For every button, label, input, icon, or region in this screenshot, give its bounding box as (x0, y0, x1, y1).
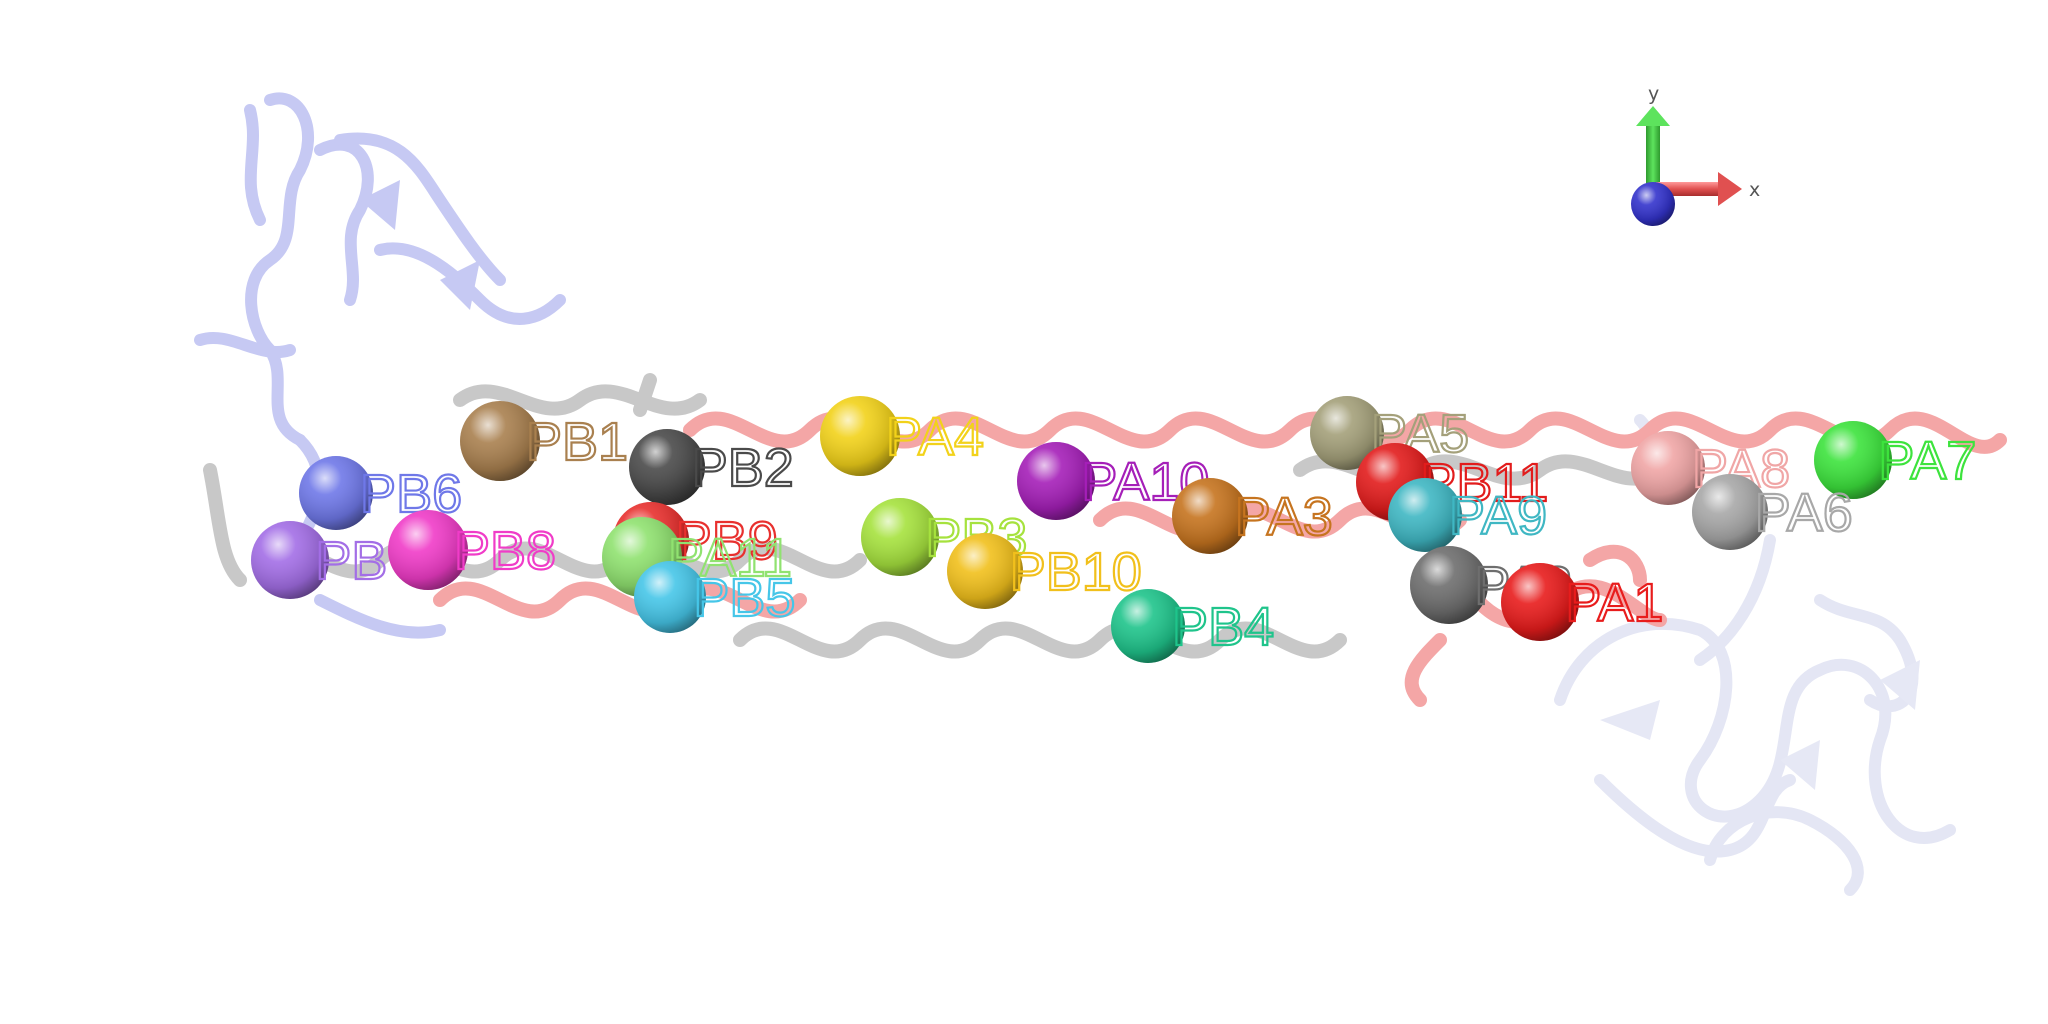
sphere-pb3-shading (861, 498, 939, 576)
sphere-pb9-label: PB9 (676, 511, 778, 571)
sphere-pa8-shading (1631, 431, 1705, 505)
sphere-pb1-label: PB1 (526, 412, 628, 472)
sphere-pb: PB (251, 521, 388, 599)
sphere-pb6-shading (299, 456, 373, 530)
gray-helices (203, 373, 1667, 659)
sphere-pa6-shading (1692, 474, 1768, 550)
sphere-pb2-shading (629, 429, 705, 505)
sphere-pb-shading (251, 521, 329, 599)
sphere-pa9-label: PA9 (1449, 486, 1547, 546)
sphere-pb10-label: PB10 (1010, 542, 1142, 602)
sphere-pb10: PB10 (947, 533, 1143, 609)
sphere-pb4-shading (1111, 589, 1185, 663)
orientation-axes: y x (1631, 83, 1760, 226)
sphere-pa2-shading (1410, 546, 1488, 624)
x-axis-label: x (1749, 179, 1760, 201)
sphere-pa1: PA1 (1501, 563, 1665, 641)
sphere-pa10-shading (1017, 442, 1095, 520)
sphere-pb2-label: PB2 (692, 438, 794, 498)
sphere-pb10-shading (947, 533, 1023, 609)
sphere-pa4-label: PA4 (886, 407, 984, 467)
x-axis-arrow (1656, 172, 1742, 206)
sphere-pb1: PB1 (460, 401, 629, 481)
z-axis-sphere (1631, 182, 1675, 226)
sphere-pb1-shading (460, 401, 540, 481)
sphere-pb4: PB4 (1111, 589, 1275, 663)
sphere-pb4-label: PB4 (1172, 597, 1274, 657)
sphere-pa9-shading (1388, 478, 1462, 552)
sphere-pa6: PA6 (1692, 474, 1854, 550)
sphere-pb5-label: PB5 (693, 568, 795, 628)
blue-beta-arrows (360, 180, 480, 310)
sphere-pb2: PB2 (629, 429, 795, 505)
sphere-pb-label: PB (315, 531, 387, 591)
sphere-pa9: PA9 (1388, 478, 1548, 552)
sphere-pa3: PA3 (1172, 478, 1334, 554)
sphere-pa7: PA7 (1814, 421, 1978, 499)
sphere-pb5: PB5 (634, 561, 797, 633)
protein-ribbons (194, 92, 2007, 896)
sphere-pa3-shading (1172, 478, 1248, 554)
sphere-pa7-shading (1814, 421, 1892, 499)
sphere-pa1-shading (1501, 563, 1579, 641)
blue-beta-domain (194, 92, 566, 639)
y-axis-label: y (1648, 83, 1659, 105)
sphere-pb5-shading (634, 561, 706, 633)
sphere-pa7-label: PA7 (1878, 431, 1976, 491)
sphere-pb8-label: PB8 (454, 521, 556, 581)
sphere-pb6: PB6 (299, 456, 463, 530)
pale-beta-arrows (1600, 660, 1920, 790)
sphere-pa1-label: PA1 (1565, 573, 1663, 633)
sphere-pb8: PB8 (388, 510, 557, 590)
sphere-pa3-label: PA3 (1235, 487, 1333, 547)
sphere-pa4: PA4 (820, 396, 985, 476)
sphere-pa4-shading (820, 396, 900, 476)
sphere-pa5-shading (1310, 396, 1384, 470)
sphere-pb8-shading (388, 510, 468, 590)
sphere-pa6-label: PA6 (1755, 483, 1853, 543)
